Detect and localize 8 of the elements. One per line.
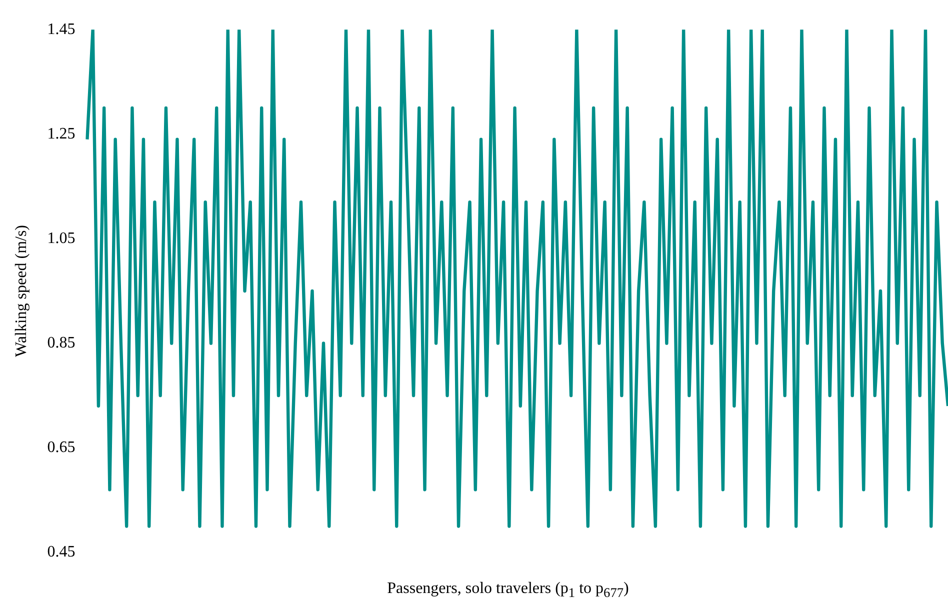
y-tick-label: 0.65 xyxy=(47,439,76,456)
x-axis-title: Passengers, solo travelers (p$_{1}$ to p$_{677}$) xyxy=(386,580,630,602)
y-axis-title: Walking speed (m/s) xyxy=(12,224,30,358)
y-tick-label: 0.85 xyxy=(47,334,76,352)
y-tick-label: 1.05 xyxy=(47,230,76,247)
y-tick-label: 1.45 xyxy=(47,20,76,38)
y-tick-label: 0.45 xyxy=(47,544,76,561)
y-tick-label: 1.25 xyxy=(47,125,76,142)
